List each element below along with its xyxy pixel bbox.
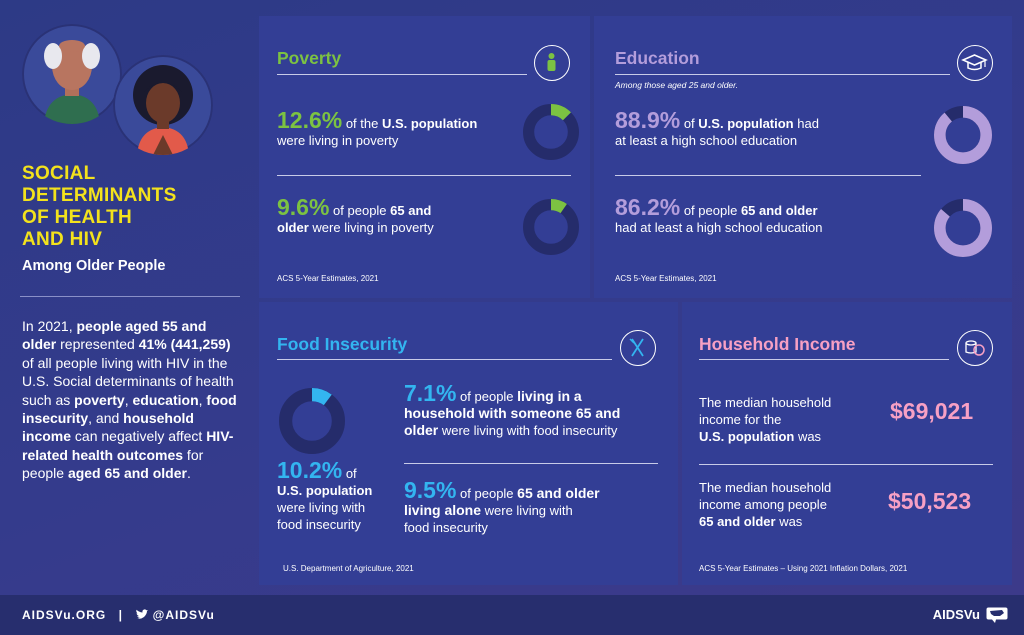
divider: [615, 175, 921, 176]
person-icon: [534, 45, 570, 81]
page-subtitle: Among Older People: [22, 258, 166, 274]
income-65-label: The median household income among people 6…: [699, 480, 832, 529]
poverty-stat-us: 12.6% of the U.S. population were living …: [277, 107, 478, 149]
us-map-icon: [986, 607, 1008, 628]
site-link[interactable]: AIDSVu.ORG: [22, 608, 107, 622]
title-underline: [615, 74, 950, 75]
title-line: SOCIAL: [22, 163, 96, 184]
donut-value-arc: [523, 199, 579, 255]
divider: [699, 464, 993, 465]
coins-icon: [957, 330, 993, 366]
food-us-donut: [279, 388, 345, 454]
twitter-icon: [135, 609, 149, 624]
graduation-cap-icon: [957, 45, 993, 81]
food-stat-alone: 9.5% of people 65 and older living alone …: [404, 477, 600, 536]
intro-column: SOCIAL DETERMINANTS OF HEALTH AND HIV Am…: [0, 0, 258, 595]
source-note: ACS 5-Year Estimates, 2021: [277, 274, 379, 283]
aidsvu-logo: AIDSVu: [932, 607, 980, 622]
source-note: ACS 5-Year Estimates – Using 2021 Inflat…: [699, 564, 908, 573]
panel-title: Household Income: [699, 334, 856, 354]
education-us-donut: [934, 106, 992, 164]
panel-title: Poverty: [277, 48, 342, 68]
education-stat-us: 88.9% of U.S. population had at least a h…: [615, 107, 819, 149]
household-income-panel: Household Income The median household inc…: [682, 302, 1012, 585]
twitter-handle-link[interactable]: @AIDSVu: [152, 608, 215, 622]
intro-description: In 2021, people aged 55 and older repres…: [22, 318, 237, 482]
divider: [277, 175, 571, 176]
footer: AIDSVu.ORG | @AIDSVu AIDSVu: [0, 595, 1024, 635]
footer-links: AIDSVu.ORG | @AIDSVu: [22, 608, 215, 624]
income-us-value: $69,021: [890, 398, 974, 424]
education-65-donut: [934, 199, 992, 257]
divider: [404, 463, 658, 464]
food-stat-household: 7.1% of people living in a household with…: [404, 380, 621, 439]
title-line: OF HEALTH: [22, 207, 133, 228]
title-line: AND HIV: [22, 229, 103, 250]
page-title: SOCIAL DETERMINANTS OF HEALTH AND HIV: [22, 163, 177, 251]
source-note: U.S. Department of Agriculture, 2021: [283, 564, 414, 573]
title-underline: [277, 359, 612, 360]
poverty-us-donut: [523, 104, 579, 160]
donut-value-arc: [279, 388, 345, 454]
education-note: Among those aged 25 and older.: [615, 80, 739, 90]
panel-title: Education: [615, 48, 700, 68]
education-panel: Education Among those aged 25 and older.…: [594, 16, 1012, 298]
income-us-label: The median household income for the U.S. p…: [699, 395, 832, 444]
footer-separator: |: [118, 608, 123, 622]
donut-track: [279, 388, 345, 454]
food-stat-us: 10.2% of U.S. population were living with f…: [277, 457, 373, 533]
education-stat-65: 86.2% of people 65 and older had at least…: [615, 194, 823, 236]
donut-value-arc: [523, 104, 579, 160]
panel-title: Food Insecurity: [277, 334, 408, 354]
poverty-stat-65: 9.6% of people 65 and older were living i…: [277, 194, 434, 236]
donut-value-arc: [934, 106, 992, 164]
older-woman-avatar: [113, 55, 213, 155]
source-note: ACS 5-Year Estimates, 2021: [615, 274, 717, 283]
title-line: DETERMINANTS: [22, 185, 177, 206]
divider: [20, 296, 240, 297]
donut-value-arc: [934, 199, 992, 257]
food-insecurity-panel: Food Insecurity 10.2% of U.S. population w…: [259, 302, 678, 585]
income-65-value: $50,523: [888, 488, 972, 514]
poverty-65-donut: [523, 199, 579, 255]
fork-knife-icon: [620, 330, 656, 366]
title-underline: [699, 359, 949, 360]
poverty-panel: Poverty 12.6% of the U.S. population were…: [259, 16, 590, 298]
title-underline: [277, 74, 527, 75]
donut-track: [523, 199, 579, 255]
older-man-avatar: [22, 24, 122, 124]
